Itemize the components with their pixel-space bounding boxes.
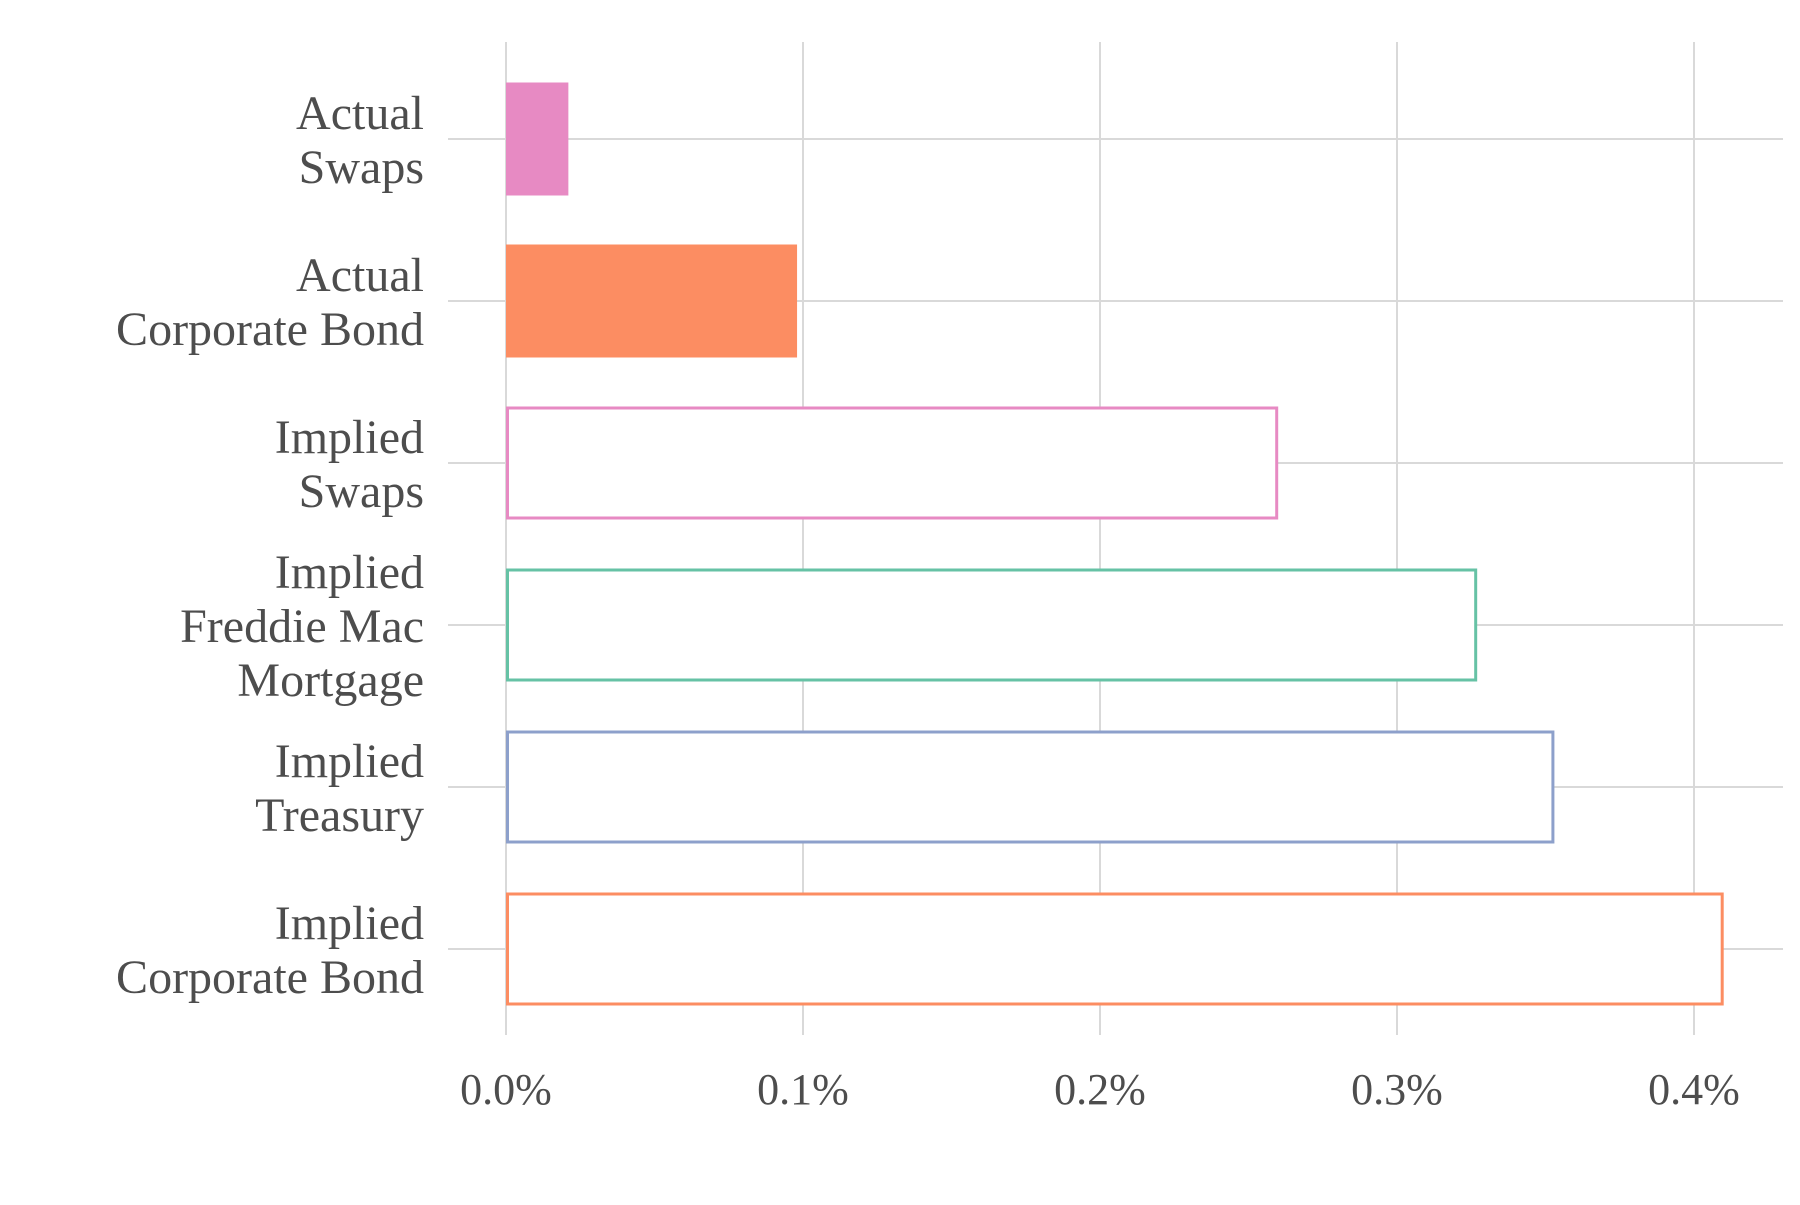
x-tick-label: 0.4% xyxy=(1648,1065,1740,1114)
category-label: Swaps xyxy=(299,465,424,518)
bar xyxy=(506,82,569,196)
bar xyxy=(506,568,1478,682)
category-label: Implied xyxy=(275,411,424,464)
bar xyxy=(506,730,1555,844)
x-tick-label: 0.2% xyxy=(1054,1065,1146,1114)
category-label: Corporate Bond xyxy=(116,303,424,356)
category-label: Swaps xyxy=(299,141,424,194)
x-tick-layer: 0.0% 0.1% 0.2% 0.3% 0.4% xyxy=(460,1065,1740,1114)
category-label: Treasury xyxy=(255,789,424,842)
category-label: Corporate Bond xyxy=(116,951,424,1004)
grid-layer xyxy=(448,42,1783,1035)
bar xyxy=(506,244,798,358)
category-label: Implied xyxy=(275,735,424,788)
x-tick-label: 0.0% xyxy=(460,1065,552,1114)
category-label: Actual xyxy=(296,87,424,140)
category-label: Freddie Mac xyxy=(180,600,424,653)
x-tick-label: 0.3% xyxy=(1351,1065,1443,1114)
category-label: Actual xyxy=(296,249,424,302)
bar xyxy=(506,406,1279,520)
bar-layer xyxy=(506,82,1724,1006)
category-label: Implied xyxy=(275,897,424,950)
bar xyxy=(506,892,1724,1006)
x-tick-label: 0.1% xyxy=(757,1065,849,1114)
category-label: Mortgage xyxy=(237,654,424,707)
category-label: Implied xyxy=(275,546,424,599)
